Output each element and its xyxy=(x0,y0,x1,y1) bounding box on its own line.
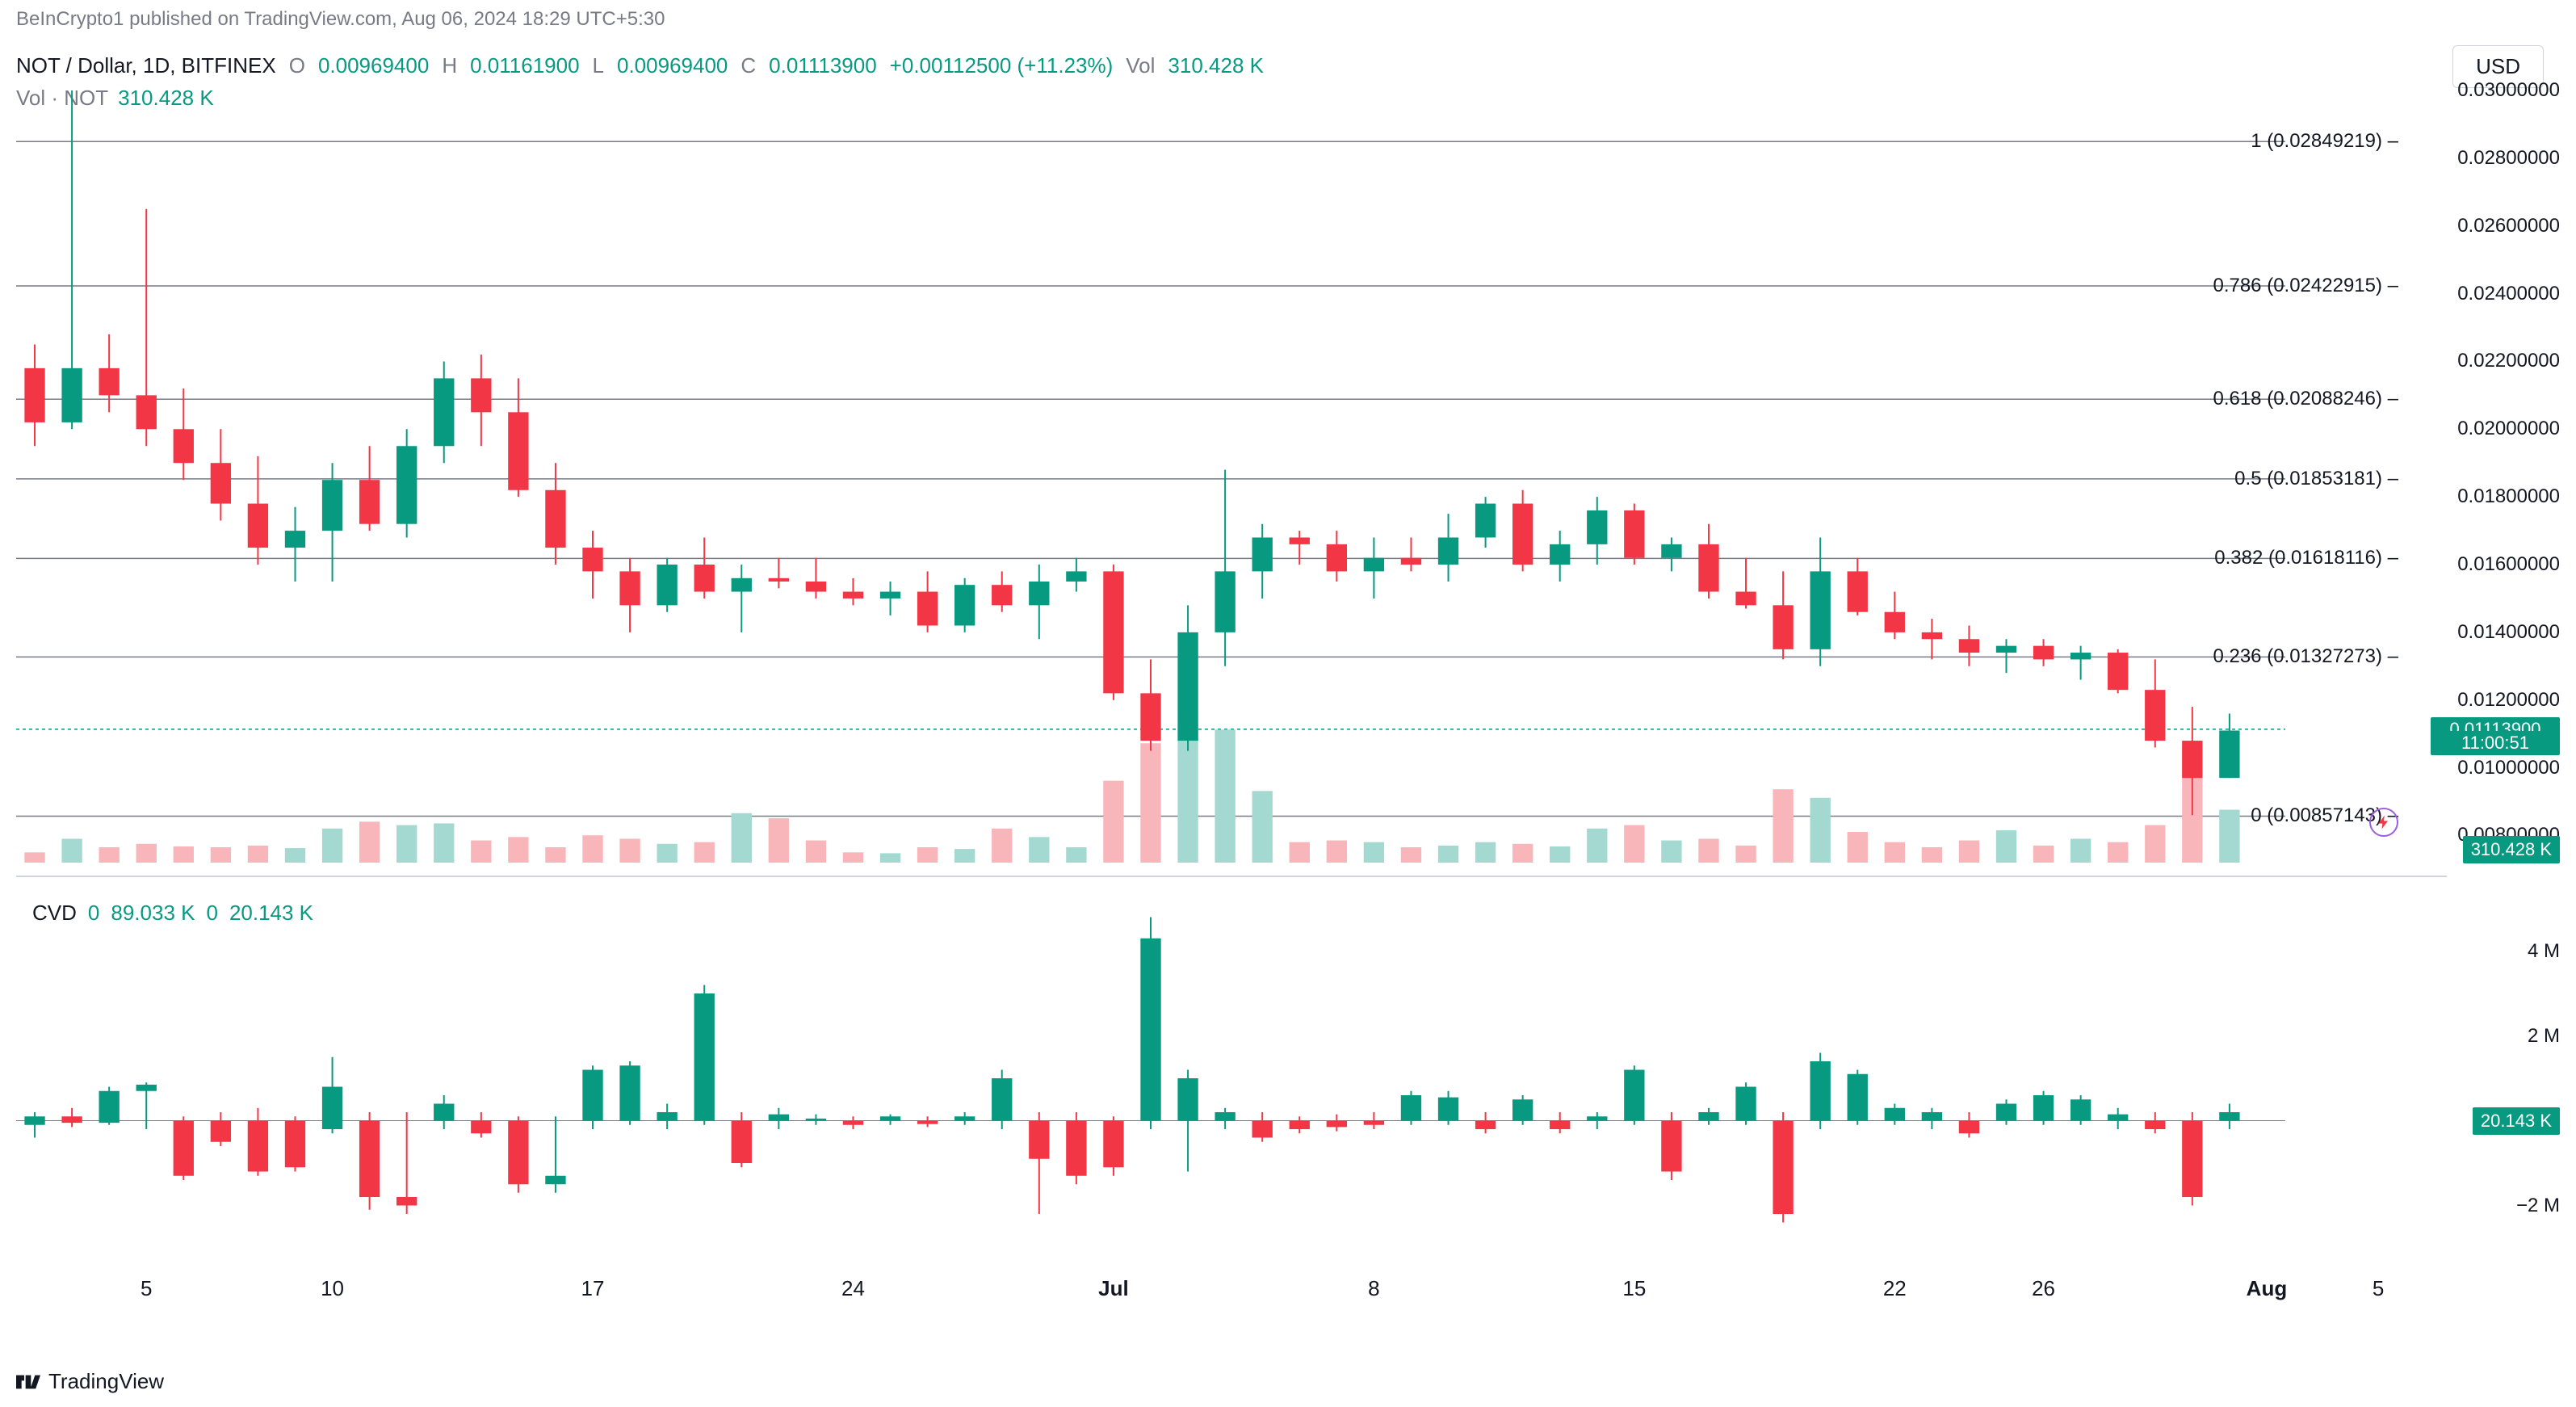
branding-text: TradingView xyxy=(48,1369,164,1394)
time-tick: Aug xyxy=(2247,1276,2288,1301)
cvd-tick: 4 M xyxy=(2528,940,2560,963)
ohlc-o-value: 0.00969400 xyxy=(318,53,429,78)
tradingview-branding[interactable]: TradingView xyxy=(16,1369,164,1394)
cvd-chart[interactable] xyxy=(16,909,2285,1248)
price-tick: 0.02000000 xyxy=(2457,418,2560,440)
time-tick: 15 xyxy=(1622,1276,1646,1301)
candles-svg xyxy=(16,90,2285,863)
tradingview-logo-icon xyxy=(16,1370,40,1394)
fib-level-label: 0.382 (0.01618116) – xyxy=(2214,547,2398,569)
time-axis[interactable]: 5101724Jul8152226Aug5 xyxy=(16,1276,2285,1317)
price-tick: 0.03000000 xyxy=(2457,79,2560,102)
ohlc-h-label: H xyxy=(442,53,457,78)
countdown-badge: 11:00:51 xyxy=(2431,731,2560,755)
fib-level-label: 1 (0.02849219) – xyxy=(2251,130,2398,153)
time-tick: 22 xyxy=(1883,1276,1907,1301)
fib-level-label: 0.236 (0.01327273) – xyxy=(2213,645,2398,668)
time-tick: 5 xyxy=(141,1276,152,1301)
time-tick: 10 xyxy=(321,1276,344,1301)
main-price-chart[interactable] xyxy=(16,90,2285,863)
price-tick: 0.02600000 xyxy=(2457,215,2560,237)
symbol-pair[interactable]: NOT / Dollar, 1D, BITFINEX xyxy=(16,53,276,78)
time-tick: Jul xyxy=(1098,1276,1129,1301)
price-tick: 0.01400000 xyxy=(2457,621,2560,644)
cvd-tick: 2 M xyxy=(2528,1025,2560,1048)
time-tick: 24 xyxy=(841,1276,865,1301)
ohlc-c-label: C xyxy=(740,53,756,78)
price-tick: 0.01800000 xyxy=(2457,485,2560,508)
time-tick: 17 xyxy=(581,1276,605,1301)
flash-icon[interactable] xyxy=(2369,808,2398,837)
attribution-text: BeInCrypto1 published on TradingView.com… xyxy=(16,8,665,31)
fib-level-label: 0.786 (0.02422915) – xyxy=(2213,275,2398,297)
price-tick: 0.01200000 xyxy=(2457,689,2560,712)
volume-badge: 310.428 K xyxy=(2463,836,2560,863)
time-tick: 8 xyxy=(1368,1276,1379,1301)
ohlc-change: +0.00112500 (+11.23%) xyxy=(890,53,1114,78)
ohlc-o-label: O xyxy=(289,53,305,78)
cvd-value-badge: 20.143 K xyxy=(2473,1107,2560,1135)
ohlc-l-value: 0.00969400 xyxy=(617,53,728,78)
price-tick: 0.01600000 xyxy=(2457,553,2560,576)
ohlc-vol-value: 310.428 K xyxy=(1168,53,1264,78)
ohlc-l-label: L xyxy=(593,53,604,78)
price-tick: 0.02400000 xyxy=(2457,283,2560,305)
pane-separator[interactable] xyxy=(16,876,2447,877)
cvd-svg xyxy=(16,909,2285,1248)
ohlc-vol-label: Vol xyxy=(1126,53,1155,78)
cvd-tick: −2 M xyxy=(2516,1195,2560,1217)
price-tick: 0.01000000 xyxy=(2457,757,2560,779)
ohlc-c-value: 0.01113900 xyxy=(769,53,877,78)
time-tick: 5 xyxy=(2373,1276,2384,1301)
ohlc-h-value: 0.01161900 xyxy=(470,53,579,78)
fib-level-label: 0.5 (0.01853181) – xyxy=(2234,468,2398,490)
price-tick: 0.02800000 xyxy=(2457,147,2560,170)
cvd-axis[interactable]: 4 M 2 M −2 M xyxy=(2414,909,2560,1248)
price-tick: 0.02200000 xyxy=(2457,350,2560,372)
symbol-ohlc-line: NOT / Dollar, 1D, BITFINEX O 0.00969400 H… xyxy=(16,53,1264,78)
time-tick: 26 xyxy=(2032,1276,2055,1301)
fib-level-label: 0.618 (0.02088246) – xyxy=(2213,388,2398,410)
